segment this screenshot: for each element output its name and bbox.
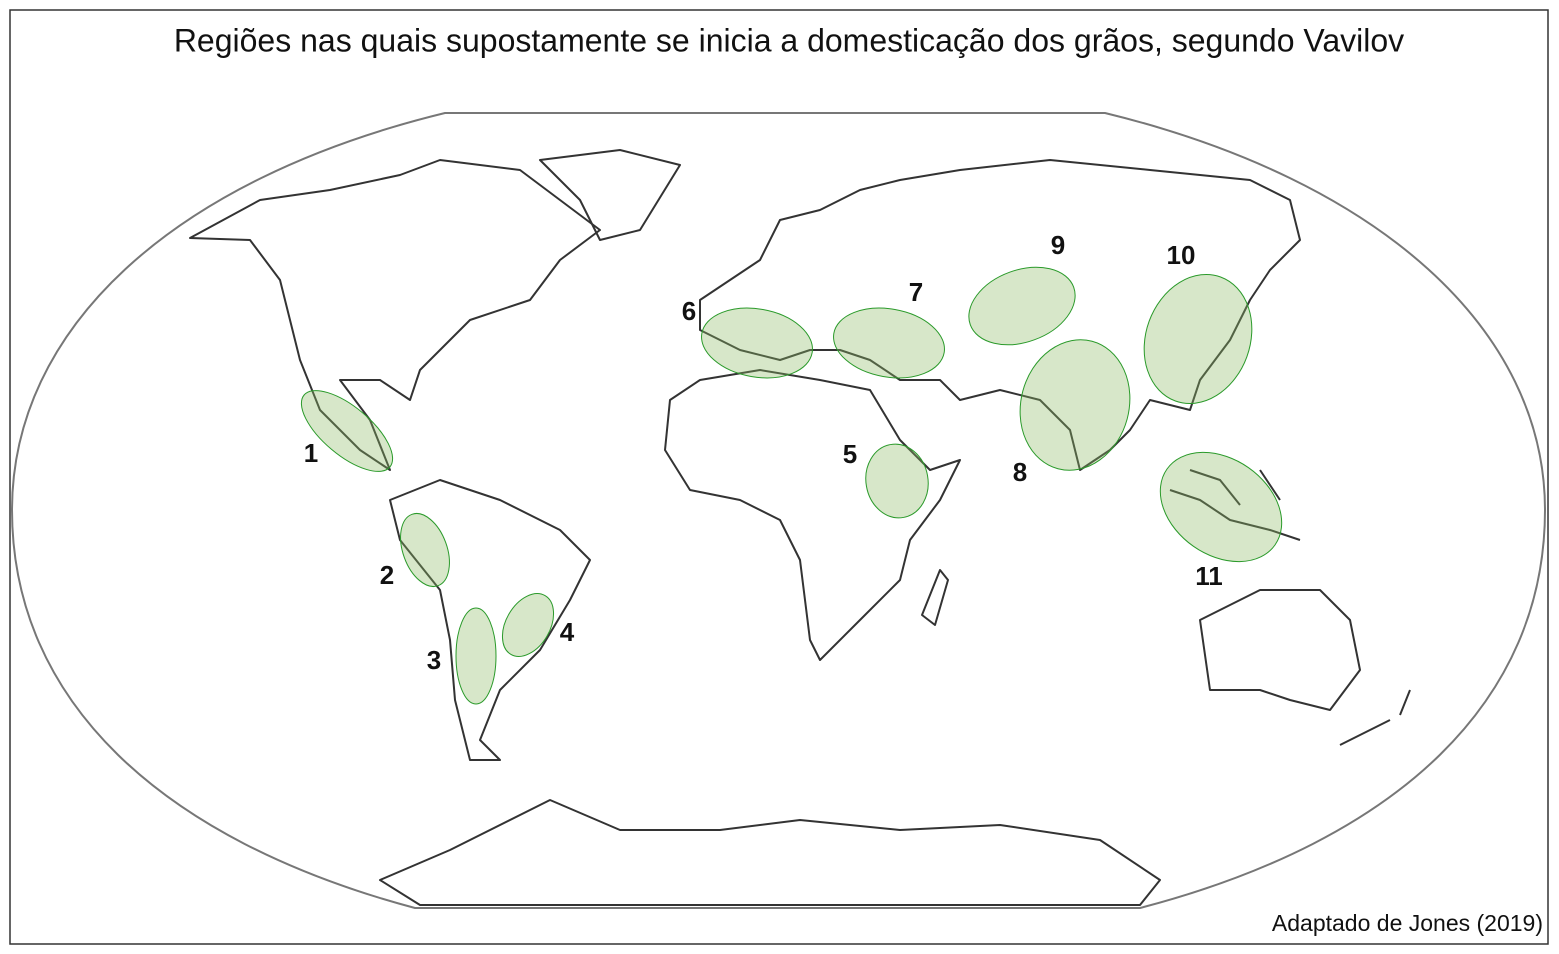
title: Regiões nas quais supostamente se inicia… xyxy=(174,22,1404,58)
credit: Adaptado de Jones (2019) xyxy=(1272,910,1543,936)
region-area xyxy=(833,307,945,379)
region-label: 7 xyxy=(909,277,923,307)
region-area xyxy=(400,513,450,587)
region-label: 4 xyxy=(560,617,575,647)
continents xyxy=(189,149,1411,906)
madagascar xyxy=(921,569,949,626)
south-america xyxy=(389,479,591,761)
australia xyxy=(1199,589,1361,711)
eurasia xyxy=(699,159,1301,471)
antarctica xyxy=(379,799,1161,906)
indonesia xyxy=(1169,469,1301,541)
regions xyxy=(300,266,1283,705)
region-area xyxy=(701,307,813,379)
region-area xyxy=(1019,339,1131,471)
greenland xyxy=(539,149,681,241)
region-area xyxy=(865,443,929,519)
region-area xyxy=(300,390,394,472)
region-labels: 1 2 3 4 5 6 7 8 9 10 11 xyxy=(304,230,1223,675)
region-area xyxy=(968,266,1076,346)
map-outline xyxy=(10,112,1547,909)
new-zealand xyxy=(1339,689,1411,746)
region-label: 8 xyxy=(1013,457,1027,487)
region-label: 3 xyxy=(427,645,441,675)
region-area xyxy=(455,607,497,705)
region-label: 10 xyxy=(1167,240,1196,270)
region-area xyxy=(501,593,555,657)
region-label: 2 xyxy=(380,560,394,590)
region-label: 6 xyxy=(682,296,696,326)
region-label: 9 xyxy=(1051,230,1065,260)
region-area xyxy=(1143,273,1253,405)
north-america xyxy=(189,159,601,471)
region-area xyxy=(1159,451,1283,563)
region-label: 5 xyxy=(843,439,857,469)
region-label: 11 xyxy=(1195,561,1223,591)
frame xyxy=(9,9,1549,945)
region-label: 1 xyxy=(304,438,318,468)
africa xyxy=(664,369,961,661)
